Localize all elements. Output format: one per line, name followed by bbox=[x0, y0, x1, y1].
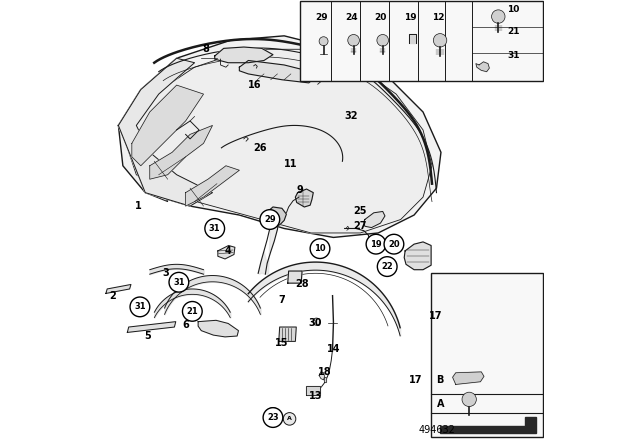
Polygon shape bbox=[198, 320, 239, 337]
Circle shape bbox=[378, 257, 397, 276]
Polygon shape bbox=[476, 62, 490, 72]
Circle shape bbox=[182, 302, 202, 321]
Text: 29: 29 bbox=[264, 215, 276, 224]
Text: 2: 2 bbox=[109, 291, 116, 301]
Polygon shape bbox=[258, 220, 279, 274]
Circle shape bbox=[205, 219, 225, 238]
Text: 30: 30 bbox=[308, 318, 323, 327]
Polygon shape bbox=[132, 85, 204, 166]
Text: 31: 31 bbox=[209, 224, 221, 233]
Circle shape bbox=[384, 234, 404, 254]
Circle shape bbox=[313, 318, 320, 325]
Text: 9: 9 bbox=[296, 185, 303, 195]
Polygon shape bbox=[364, 211, 385, 228]
Polygon shape bbox=[319, 372, 324, 380]
Text: 22: 22 bbox=[381, 262, 393, 271]
Text: 4: 4 bbox=[225, 246, 232, 256]
Polygon shape bbox=[118, 36, 441, 237]
Polygon shape bbox=[306, 386, 320, 395]
Polygon shape bbox=[264, 207, 287, 225]
Circle shape bbox=[462, 392, 476, 406]
Text: 19: 19 bbox=[404, 13, 417, 22]
Polygon shape bbox=[452, 372, 484, 384]
Text: 10: 10 bbox=[508, 5, 520, 14]
Text: 15: 15 bbox=[275, 338, 289, 348]
Text: 20: 20 bbox=[374, 13, 387, 22]
Polygon shape bbox=[404, 242, 431, 270]
Text: 5: 5 bbox=[144, 331, 151, 341]
Circle shape bbox=[263, 408, 283, 427]
Text: B: B bbox=[436, 375, 444, 385]
Bar bbox=[300, 1, 543, 81]
Text: 21: 21 bbox=[186, 307, 198, 316]
Text: B: B bbox=[270, 411, 276, 420]
Polygon shape bbox=[288, 271, 302, 283]
Text: 21: 21 bbox=[508, 27, 520, 36]
Polygon shape bbox=[150, 125, 212, 179]
Circle shape bbox=[366, 234, 386, 254]
Circle shape bbox=[310, 239, 330, 258]
Polygon shape bbox=[186, 166, 239, 206]
Circle shape bbox=[284, 413, 296, 425]
Polygon shape bbox=[118, 125, 168, 202]
Polygon shape bbox=[239, 60, 316, 83]
Text: 20: 20 bbox=[388, 240, 400, 249]
Text: 7: 7 bbox=[278, 295, 285, 305]
Polygon shape bbox=[279, 327, 296, 341]
Circle shape bbox=[492, 10, 505, 23]
Circle shape bbox=[377, 34, 388, 46]
Text: 28: 28 bbox=[295, 280, 309, 289]
Text: 29: 29 bbox=[316, 13, 328, 22]
Polygon shape bbox=[118, 58, 212, 206]
Text: 19: 19 bbox=[370, 240, 382, 249]
Polygon shape bbox=[440, 417, 536, 433]
Polygon shape bbox=[127, 322, 176, 332]
Text: 18: 18 bbox=[317, 367, 332, 377]
Polygon shape bbox=[218, 246, 235, 259]
Text: 13: 13 bbox=[308, 392, 323, 401]
Text: 10: 10 bbox=[314, 244, 326, 253]
Text: 17: 17 bbox=[429, 311, 442, 321]
Text: 8: 8 bbox=[202, 44, 209, 54]
Text: 32: 32 bbox=[344, 112, 358, 121]
Polygon shape bbox=[324, 377, 326, 382]
Text: 24: 24 bbox=[346, 13, 358, 22]
Text: 3: 3 bbox=[162, 268, 169, 278]
Text: 11: 11 bbox=[284, 159, 298, 168]
Text: 12: 12 bbox=[432, 13, 445, 22]
Text: 1: 1 bbox=[135, 201, 142, 211]
Circle shape bbox=[130, 297, 150, 317]
Bar bbox=[431, 273, 543, 437]
Text: 23: 23 bbox=[267, 413, 279, 422]
Polygon shape bbox=[214, 47, 273, 63]
Text: 494632: 494632 bbox=[419, 426, 456, 435]
Polygon shape bbox=[127, 49, 432, 233]
Text: 31: 31 bbox=[508, 52, 520, 60]
Circle shape bbox=[319, 37, 328, 46]
Text: A: A bbox=[287, 416, 292, 422]
Text: 16: 16 bbox=[248, 80, 262, 90]
Circle shape bbox=[260, 210, 280, 229]
Circle shape bbox=[348, 34, 360, 46]
Circle shape bbox=[433, 34, 447, 47]
Polygon shape bbox=[106, 284, 131, 293]
Text: 31: 31 bbox=[173, 278, 185, 287]
Text: 27: 27 bbox=[353, 221, 367, 231]
Polygon shape bbox=[409, 34, 416, 43]
Text: 14: 14 bbox=[326, 345, 340, 354]
Text: 31: 31 bbox=[134, 302, 146, 311]
Text: A: A bbox=[436, 399, 444, 409]
Text: 26: 26 bbox=[253, 143, 266, 153]
Text: 25: 25 bbox=[353, 206, 367, 215]
Polygon shape bbox=[296, 189, 314, 207]
Text: 17: 17 bbox=[409, 375, 422, 385]
Circle shape bbox=[265, 408, 281, 424]
Circle shape bbox=[169, 272, 189, 292]
Text: 6: 6 bbox=[182, 320, 189, 330]
